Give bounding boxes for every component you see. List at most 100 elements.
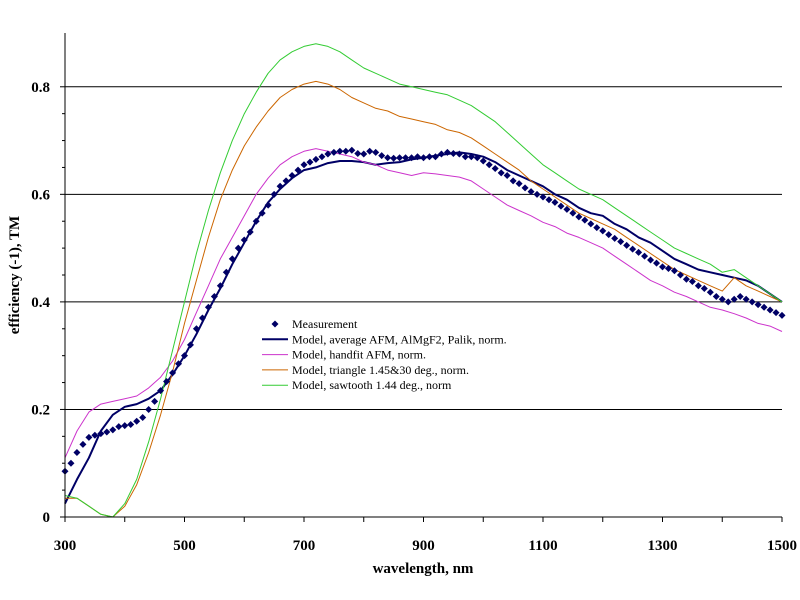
data-point xyxy=(485,161,493,169)
plot-series xyxy=(61,43,786,518)
data-point xyxy=(437,150,445,158)
data-point xyxy=(402,154,410,162)
data-point xyxy=(730,295,738,303)
data-point xyxy=(443,148,451,156)
x-tick-label: 500 xyxy=(173,538,196,554)
y-tick-label: 0.2 xyxy=(31,402,50,418)
series-3 xyxy=(65,80,783,518)
data-point xyxy=(67,459,75,467)
data-point xyxy=(181,352,188,360)
data-point xyxy=(539,193,547,201)
data-point xyxy=(611,234,619,242)
data-point xyxy=(115,423,123,431)
data-point xyxy=(724,298,732,306)
legend-swatch xyxy=(271,320,279,328)
data-point xyxy=(109,426,117,434)
data-point xyxy=(240,236,248,244)
data-point xyxy=(623,241,631,249)
data-point xyxy=(533,190,541,198)
data-point xyxy=(228,255,236,263)
data-point xyxy=(760,303,768,311)
data-point xyxy=(121,422,129,430)
data-point xyxy=(300,161,308,169)
data-point xyxy=(605,231,613,239)
data-point xyxy=(324,150,332,158)
data-point xyxy=(497,169,505,177)
data-point xyxy=(408,154,416,162)
data-point xyxy=(551,198,559,206)
data-point xyxy=(653,259,661,267)
data-point xyxy=(617,238,625,246)
series-line xyxy=(65,80,783,518)
y-tick-label: 0.6 xyxy=(31,187,50,203)
data-point xyxy=(414,153,422,161)
data-point xyxy=(670,267,678,275)
data-point xyxy=(431,153,439,161)
data-point xyxy=(449,149,457,157)
series-0 xyxy=(61,146,786,475)
data-point xyxy=(479,157,487,165)
legend-label: Model, sawtooth 1.44 deg., norm xyxy=(292,378,452,392)
data-point xyxy=(169,369,177,377)
data-point xyxy=(718,295,726,303)
legend-label: Model, triangle 1.45&30 deg., norm. xyxy=(292,363,469,377)
x-axis-title: wavelength, nm xyxy=(373,561,474,577)
data-point xyxy=(748,298,756,306)
legend-label: Model, handfit AFM, norm. xyxy=(292,348,426,362)
data-point xyxy=(360,150,368,158)
data-point xyxy=(676,271,684,279)
data-point xyxy=(772,309,780,317)
data-point xyxy=(97,430,105,438)
data-point xyxy=(557,202,565,210)
data-point xyxy=(712,293,720,301)
data-point xyxy=(163,377,171,385)
data-point xyxy=(754,301,762,309)
data-point xyxy=(252,217,260,225)
data-point xyxy=(216,282,224,290)
data-point xyxy=(688,277,696,285)
data-point xyxy=(186,341,194,349)
data-point xyxy=(270,190,278,198)
data-point xyxy=(706,288,714,296)
data-point xyxy=(348,146,356,154)
data-point xyxy=(635,248,643,256)
x-tick-label: 900 xyxy=(412,538,435,554)
y-tick-label: 0.4 xyxy=(31,295,50,311)
x-tick-label: 700 xyxy=(293,538,316,554)
data-point xyxy=(461,153,469,161)
data-point xyxy=(659,263,666,271)
data-point xyxy=(515,180,523,188)
data-point xyxy=(294,166,302,174)
data-point xyxy=(682,275,690,283)
data-point xyxy=(778,311,786,319)
data-point xyxy=(396,154,404,162)
data-point xyxy=(175,360,183,368)
data-point xyxy=(766,306,774,314)
data-point xyxy=(527,188,535,196)
data-point xyxy=(425,153,433,161)
data-point xyxy=(210,293,218,301)
data-point xyxy=(139,414,147,422)
data-point xyxy=(629,245,637,253)
x-tick-label: 1500 xyxy=(767,538,797,554)
series-line xyxy=(64,151,783,505)
x-tick-label: 300 xyxy=(54,538,77,554)
data-point xyxy=(79,440,87,448)
data-point xyxy=(133,417,141,425)
data-point xyxy=(742,295,750,303)
data-point xyxy=(545,196,553,204)
data-point xyxy=(204,303,212,311)
data-point xyxy=(581,216,589,224)
y-tick-label: 0 xyxy=(43,510,51,526)
tick-labels: 300 500 700 900 1100 1300 1500 0 0.2 0.4 0.6 0.8 xyxy=(31,80,797,554)
y-tick-label: 0.8 xyxy=(31,80,50,96)
data-point xyxy=(234,244,242,252)
data-point xyxy=(420,154,427,162)
data-point xyxy=(378,152,386,160)
data-point xyxy=(258,209,266,217)
series-4 xyxy=(64,43,783,518)
data-point xyxy=(509,177,517,185)
data-point xyxy=(563,205,571,213)
data-point xyxy=(157,387,165,395)
